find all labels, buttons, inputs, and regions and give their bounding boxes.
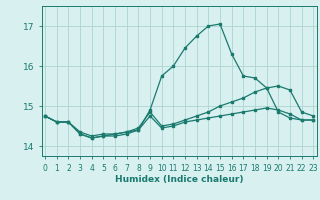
- X-axis label: Humidex (Indice chaleur): Humidex (Indice chaleur): [115, 175, 244, 184]
